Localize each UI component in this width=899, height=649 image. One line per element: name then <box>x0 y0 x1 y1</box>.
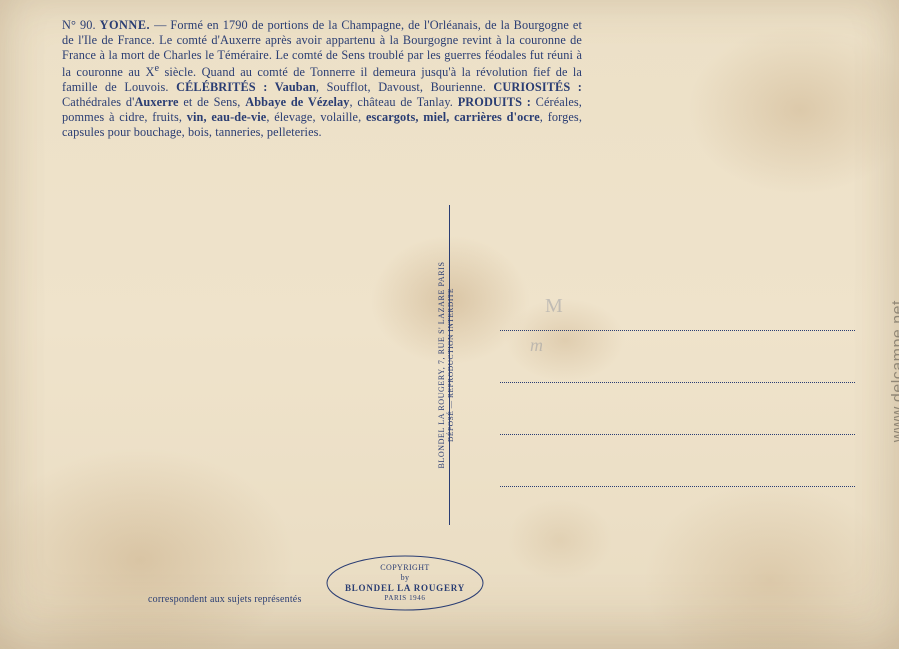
copyright-oval: COPYRIGHT by BLONDEL LA ROUGERY PARIS 19… <box>325 555 485 611</box>
card-number: N° 90. <box>62 18 96 32</box>
oval-brand: BLONDEL LA ROUGERY <box>325 583 485 594</box>
oval-text: COPYRIGHT by BLONDEL LA ROUGERY PARIS 19… <box>325 563 485 603</box>
address-line <box>500 330 855 331</box>
footer-note: correspondent aux sujets représentés <box>148 594 302 605</box>
oval-city-year: PARIS 1946 <box>325 594 485 603</box>
publisher-line-1: BLONDEL LA ROUGERY, 7, RUE S' LAZARE PAR… <box>437 261 446 468</box>
scribble-m-upper: M <box>545 295 563 318</box>
oval-by: by <box>401 573 410 582</box>
scribble-m-lower: m <box>530 335 543 356</box>
publisher-line-2: DÉPOSÉ — REPRODUCTION INTERDITE <box>446 205 455 525</box>
card-title: YONNE. <box>100 18 150 32</box>
watermark: www.delcampe.net <box>889 300 899 442</box>
address-line <box>500 486 855 487</box>
address-line <box>500 382 855 383</box>
card-body: — Formé en 1790 de portions de la Champa… <box>62 18 582 139</box>
address-line <box>500 434 855 435</box>
oval-line-copyright: COPYRIGHT <box>325 563 485 573</box>
card-description-block: N° 90. YONNE. — Formé en 1790 de portion… <box>62 18 582 140</box>
publisher-imprint: BLONDEL LA ROUGERY, 7, RUE S' LAZARE PAR… <box>437 205 455 525</box>
